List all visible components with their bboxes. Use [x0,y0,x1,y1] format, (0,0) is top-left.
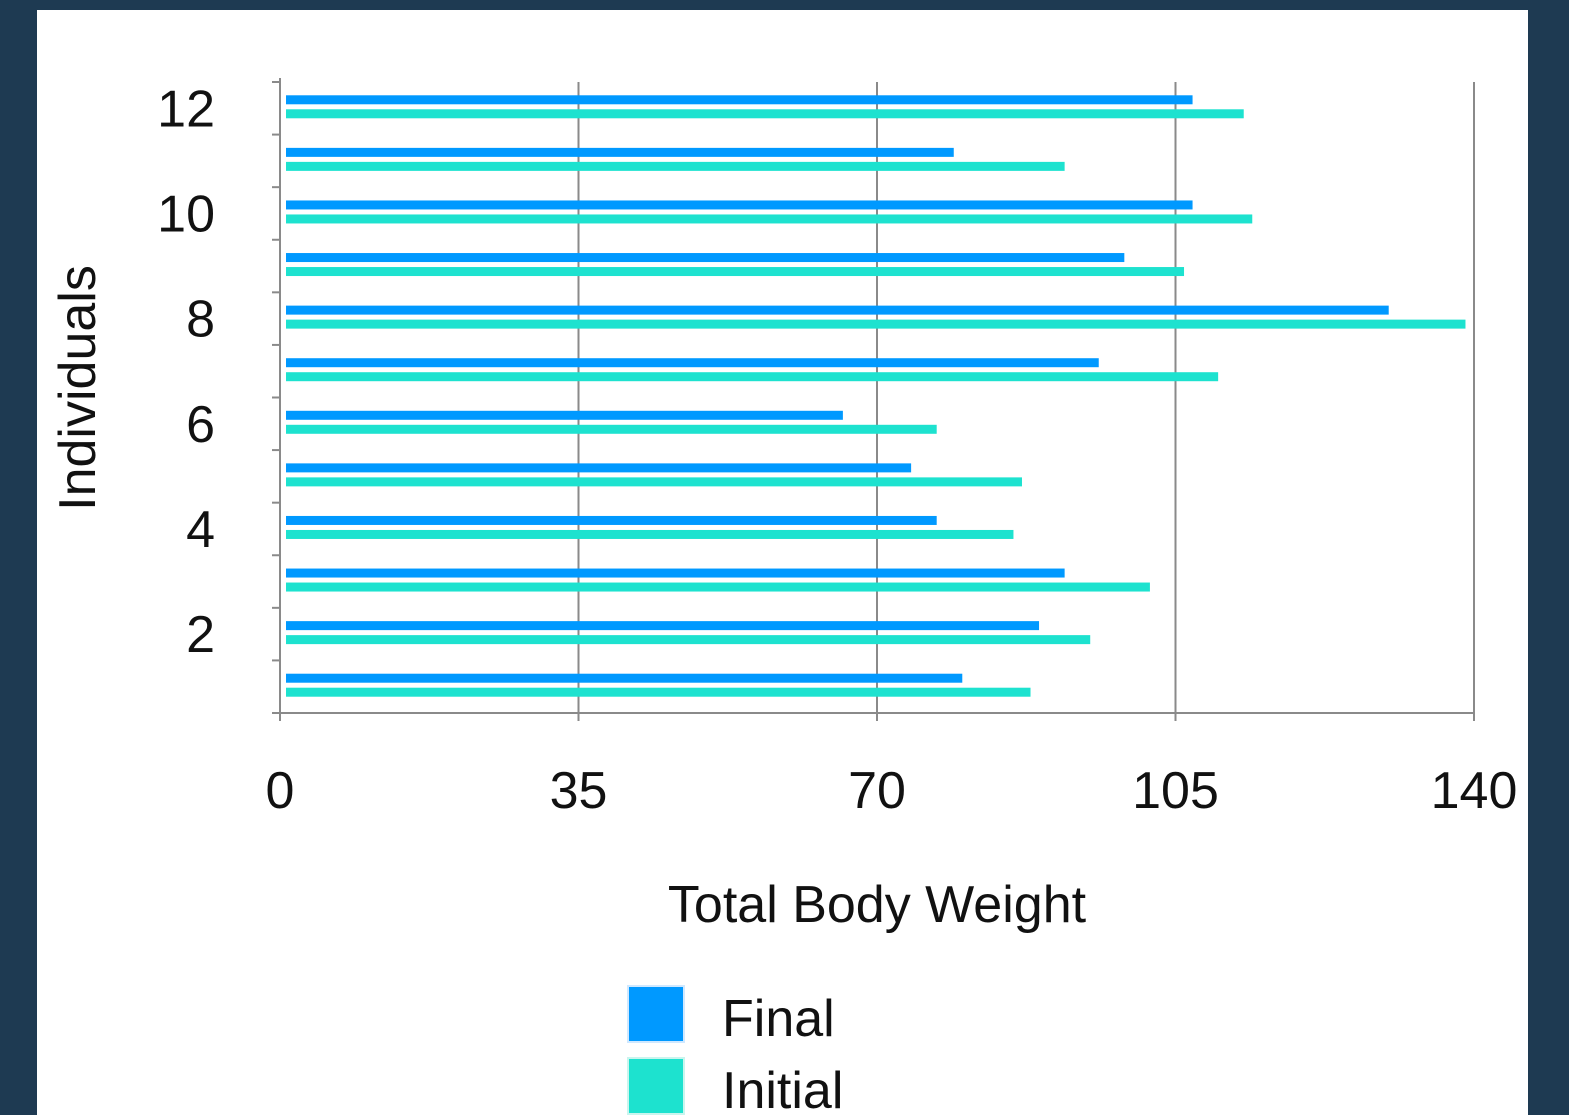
bars [286,95,1466,697]
y-tick-labels: 2 4 6 8 10 12 [157,80,215,664]
legend-swatch-initial [627,1057,685,1115]
bar-final-11 [286,147,954,157]
x-tick-labels: 0 35 70 105 140 [266,762,1518,820]
bar-final-7 [286,358,1099,368]
y-tick-label: 10 [157,185,215,243]
bar-initial-12 [286,109,1244,119]
bar-initial-11 [286,161,1065,171]
axes [272,78,1475,721]
legend-swatch-final [627,985,685,1043]
bar-final-2 [286,621,1040,631]
bar-final-9 [286,253,1125,263]
bar-final-8 [286,305,1389,315]
bar-final-1 [286,673,963,683]
legend: Final Initial [627,985,843,1115]
y-tick-label: 12 [157,80,215,138]
bar-initial-10 [286,214,1253,224]
bar-initial-7 [286,372,1219,382]
y-tick-label: 8 [186,291,215,349]
bar-initial-2 [286,635,1091,645]
y-tick-label: 4 [186,501,215,559]
bar-initial-6 [286,424,937,434]
legend-label-final: Final [722,990,835,1048]
x-tick-label: 140 [1431,762,1518,820]
bar-final-10 [286,200,1193,210]
y-axis-title: Individuals [49,265,107,511]
bar-final-4 [286,515,937,525]
chart-panel [37,10,1528,1115]
bar-initial-9 [286,267,1185,277]
y-tick-label: 6 [186,396,215,454]
x-tick-label: 70 [848,762,906,820]
y-tick-label: 2 [186,606,215,664]
grid-lines [577,82,1475,713]
bar-final-12 [286,95,1193,105]
legend-label-initial: Initial [722,1062,843,1115]
x-tick-label: 0 [266,762,295,820]
bar-final-5 [286,463,912,473]
x-tick-label: 105 [1132,762,1219,820]
bar-initial-3 [286,582,1150,592]
x-axis-title: Total Body Weight [668,876,1087,934]
bar-initial-4 [286,529,1014,539]
bar-initial-5 [286,477,1022,487]
bar-initial-8 [286,319,1466,329]
x-tick-label: 35 [550,762,608,820]
bar-final-3 [286,568,1065,578]
bar-initial-1 [286,687,1031,697]
bar-final-6 [286,410,843,420]
